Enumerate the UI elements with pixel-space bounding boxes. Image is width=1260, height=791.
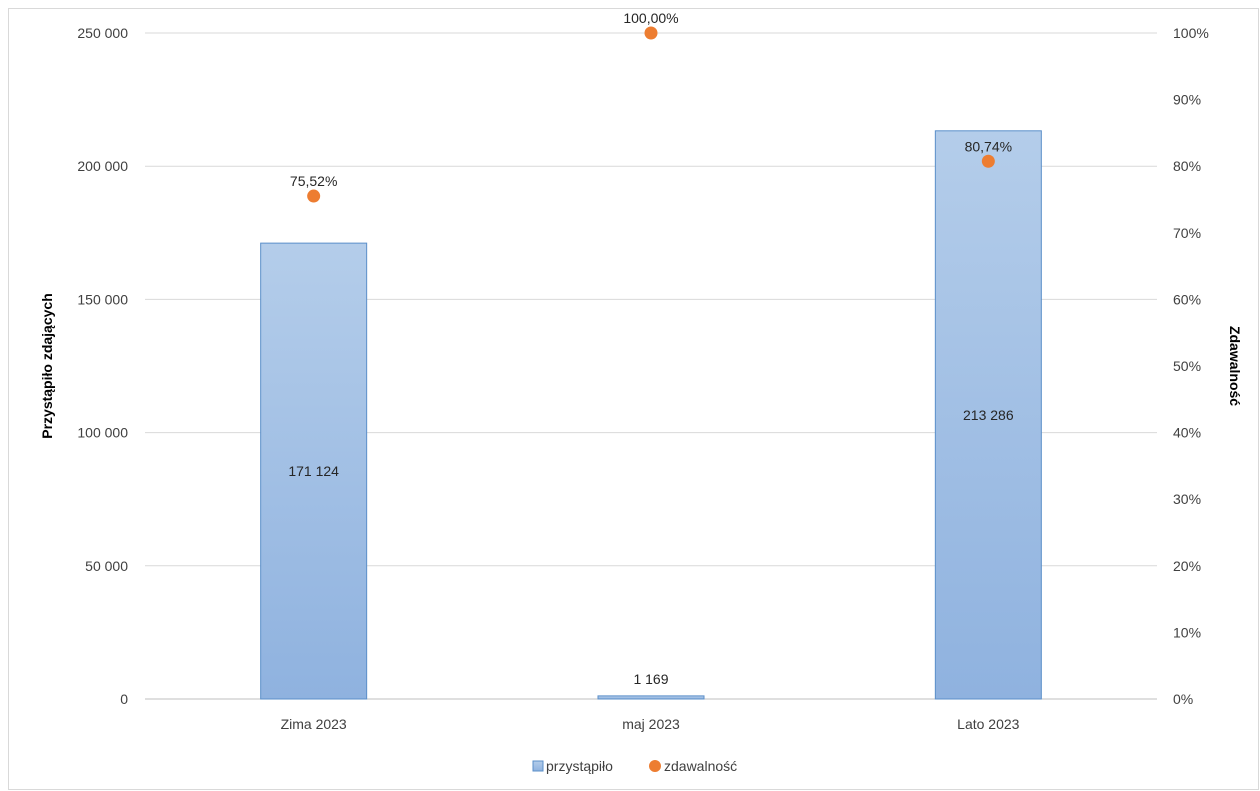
- x-tick-label: maj 2023: [622, 716, 680, 732]
- y-tick-label: 50 000: [85, 558, 128, 574]
- bar-series: [260, 130, 1042, 700]
- y2-tick-label: 0%: [1173, 691, 1193, 707]
- legend-marker-zdawalnosc: [649, 760, 661, 772]
- y-axis-title: Przystąpiło zdających: [39, 293, 55, 439]
- data-labels: 171 124 1 169 213 286 75,52% 100,00% 80,74%: [288, 10, 1013, 687]
- y2-tick-label: 70%: [1173, 225, 1201, 241]
- point-data-label: 80,74%: [965, 138, 1012, 154]
- legend-swatch-przystapilo: [532, 760, 544, 772]
- y2-tick-label: 20%: [1173, 558, 1201, 574]
- x-tick-label: Zima 2023: [281, 716, 347, 732]
- point-data-label: 75,52%: [290, 173, 337, 189]
- y2-tick-label: 30%: [1173, 491, 1201, 507]
- legend: przystąpiło zdawalność: [532, 758, 737, 774]
- y2-tick-label: 100%: [1173, 25, 1209, 41]
- y2-tick-label: 10%: [1173, 624, 1201, 640]
- y2-tick-label: 80%: [1173, 158, 1201, 174]
- point-data-label: 100,00%: [623, 10, 678, 26]
- x-tick-label: Lato 2023: [957, 716, 1019, 732]
- bar-data-label: 1 169: [633, 671, 668, 687]
- y-tick-label: 150 000: [77, 291, 128, 307]
- axis-ticks: 0 50 000 100 000 150 000 200 000 250 000 0% 10%…: [77, 25, 1208, 732]
- bar: [260, 242, 368, 700]
- y2-tick-label: 90%: [1173, 92, 1201, 108]
- y2-axis-title: Zdawalność: [1227, 326, 1243, 406]
- point: [644, 26, 658, 40]
- y-tick-label: 250 000: [77, 25, 128, 41]
- y-tick-label: 100 000: [77, 425, 128, 441]
- point-series: [307, 26, 995, 203]
- y2-tick-label: 50%: [1173, 358, 1201, 374]
- y2-tick-label: 60%: [1173, 291, 1201, 307]
- y-tick-label: 0: [120, 691, 128, 707]
- point: [981, 154, 995, 168]
- bar: [934, 130, 1042, 700]
- y-tick-label: 200 000: [77, 158, 128, 174]
- bar-data-label: 171 124: [288, 463, 339, 479]
- point: [307, 189, 321, 203]
- chart-frame: [8, 8, 1259, 790]
- bar-data-label: 213 286: [963, 407, 1014, 423]
- y2-tick-label: 40%: [1173, 425, 1201, 441]
- bar: [597, 695, 705, 700]
- legend-label-przystapilo: przystąpiło: [546, 758, 613, 774]
- legend-label-zdawalnosc: zdawalność: [664, 758, 737, 774]
